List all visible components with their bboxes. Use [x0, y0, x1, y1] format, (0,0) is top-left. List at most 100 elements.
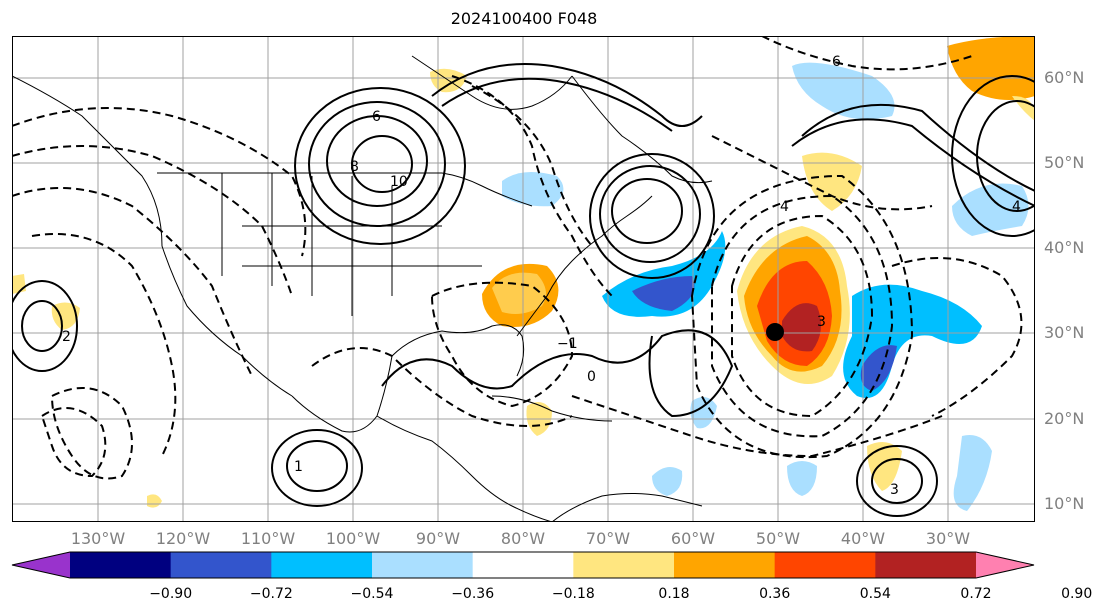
- lat-label-10n: 10°N: [1044, 494, 1085, 513]
- contour-label-3-southeast: 3: [890, 482, 899, 498]
- contour-neg-storm-1: [731, 214, 874, 418]
- lat-label-60n: 60°N: [1044, 68, 1085, 87]
- colorbar-segment: [472, 552, 574, 578]
- colorbar-tick-label: 0.72: [960, 586, 992, 602]
- contour-low-central-4: [351, 135, 413, 193]
- shade-darkred-storm: [782, 303, 821, 352]
- contour-label-4-east: 4: [1012, 199, 1021, 215]
- contour-neg-6: [40, 407, 107, 478]
- contour-subtropical-ridge: [381, 329, 734, 418]
- us-east-coast: [516, 195, 653, 337]
- contour-low-atlantic-1: [611, 178, 683, 244]
- contour-southeast-1: [871, 458, 923, 504]
- colorbar-segment: [573, 552, 675, 578]
- lon-label-130w: 130°W: [70, 529, 126, 548]
- contour-south-pacific-1: [286, 440, 348, 492]
- lon-label-100w: 100°W: [325, 529, 381, 548]
- contour-neg-east: [891, 257, 1023, 417]
- contour-neg-5: [51, 387, 133, 480]
- contour-neg-4: [31, 233, 177, 457]
- colorbar-segment: [674, 552, 776, 578]
- colorbar-tick-label: −0.54: [350, 586, 394, 602]
- contour-neg-gulf: [431, 281, 574, 408]
- contour-label-6: 6: [372, 109, 381, 125]
- colorbar-segment: [774, 552, 876, 578]
- us-canada-border: [157, 172, 533, 207]
- shade-yellow-southeast-us: [492, 272, 546, 314]
- colorbar-segment: [170, 552, 272, 578]
- contour-neg-storm-2: [711, 194, 894, 438]
- contours-dashed: [12, 36, 1023, 480]
- contour-low-atlantic-2: [599, 165, 701, 263]
- colorbar-segment: [271, 552, 373, 578]
- contour-east-band-2: [801, 103, 1035, 192]
- contour-neg-storm-3: [690, 174, 914, 459]
- shade-lightblue-greatlakes: [502, 172, 564, 207]
- shade-lightblue-southeast: [953, 435, 992, 511]
- contour-neg-3: [12, 187, 253, 377]
- colorbar-extend-min: [12, 552, 70, 578]
- shade-lightblue-caribbean: [690, 397, 717, 429]
- shade-lightblue-south: [787, 461, 817, 496]
- contour-low-central-3: [294, 87, 466, 245]
- colorbar-segment: [372, 552, 474, 578]
- hudson-bay: [411, 55, 573, 110]
- contour-low-central-1: [326, 115, 428, 207]
- chart-title: 2024100400 F048: [450, 9, 598, 28]
- colorbar-segment: [70, 552, 172, 578]
- shade-lightblue-east: [952, 183, 1029, 236]
- lon-label-50w: 50°W: [755, 529, 801, 548]
- shade-lightblue-tropical: [652, 467, 683, 496]
- shade-yellow-southeast: [867, 442, 902, 491]
- lon-label-90w: 90°W: [415, 529, 461, 548]
- colorbar-tick-label: −0.72: [249, 586, 293, 602]
- contour-west-pacific-2: [21, 300, 63, 352]
- mexico-gulf-coast: [291, 324, 525, 433]
- contour-label-northeast: 6: [832, 54, 841, 70]
- lon-label-110w: 110°W: [240, 529, 296, 548]
- contour-low-central-2: [308, 101, 446, 227]
- lat-label-50n: 50°N: [1044, 153, 1085, 172]
- coastlines: [12, 55, 713, 522]
- contour-ridge-north: [431, 63, 703, 127]
- contour-east-band-1: [791, 118, 1035, 207]
- colorbar-outline: [11, 551, 1035, 579]
- colorbar-segment: [875, 552, 977, 578]
- contour-southeast-2: [856, 445, 938, 517]
- contour-label-0: 0: [587, 369, 596, 385]
- map-frame: [12, 36, 1035, 522]
- shade-blue-atlantic-west: [602, 231, 726, 317]
- lon-label-120w: 120°W: [155, 529, 211, 548]
- contour-neg-tropics: [311, 347, 573, 427]
- contour-label-1-south: 1: [294, 459, 303, 475]
- central-america-coast: [376, 415, 553, 522]
- contour-label-3: 3: [817, 314, 826, 330]
- caribbean-islands: [491, 395, 613, 422]
- colorbar-tick-label: −0.90: [149, 586, 193, 602]
- lon-label-30w: 30°W: [925, 529, 971, 548]
- contour-label-10: 10: [390, 174, 408, 190]
- colorbar-extend-max: [976, 552, 1034, 578]
- contour-south-pacific-2: [271, 429, 363, 507]
- lon-label-80w: 80°W: [500, 529, 546, 548]
- storm-center-marker: [766, 323, 784, 341]
- lon-label-70w: 70°W: [585, 529, 631, 548]
- map-panel: 6 8 10 6 4 3 −1 0 2 1 3 4: [12, 36, 1035, 522]
- colorbar-tick-label: −0.18: [551, 586, 595, 602]
- contour-neg-2: [12, 145, 293, 297]
- contour-low-atlantic-3: [589, 153, 715, 279]
- contour-neg-south: [571, 395, 943, 458]
- colorbar-tick-label: 0.18: [658, 586, 690, 602]
- colorbar: [11, 551, 1035, 579]
- graticule: [12, 36, 1035, 522]
- shade-yellow-northeast-edge: [1012, 96, 1035, 121]
- contour-labels: 6 8 10 6 4 3 −1 0 2 1 3 4: [62, 54, 1021, 498]
- shade-darkblue-central-atlantic: [860, 345, 897, 391]
- lat-label-40n: 40°N: [1044, 238, 1085, 257]
- contour-label-2-west: 2: [62, 329, 71, 345]
- us-states-grid: [221, 173, 482, 316]
- lon-label-60w: 60°W: [670, 529, 716, 548]
- contour-neg-northeast-1: [761, 36, 973, 71]
- shade-yellow-west-pacific: [51, 302, 80, 330]
- south-america-north-coast: [551, 493, 703, 522]
